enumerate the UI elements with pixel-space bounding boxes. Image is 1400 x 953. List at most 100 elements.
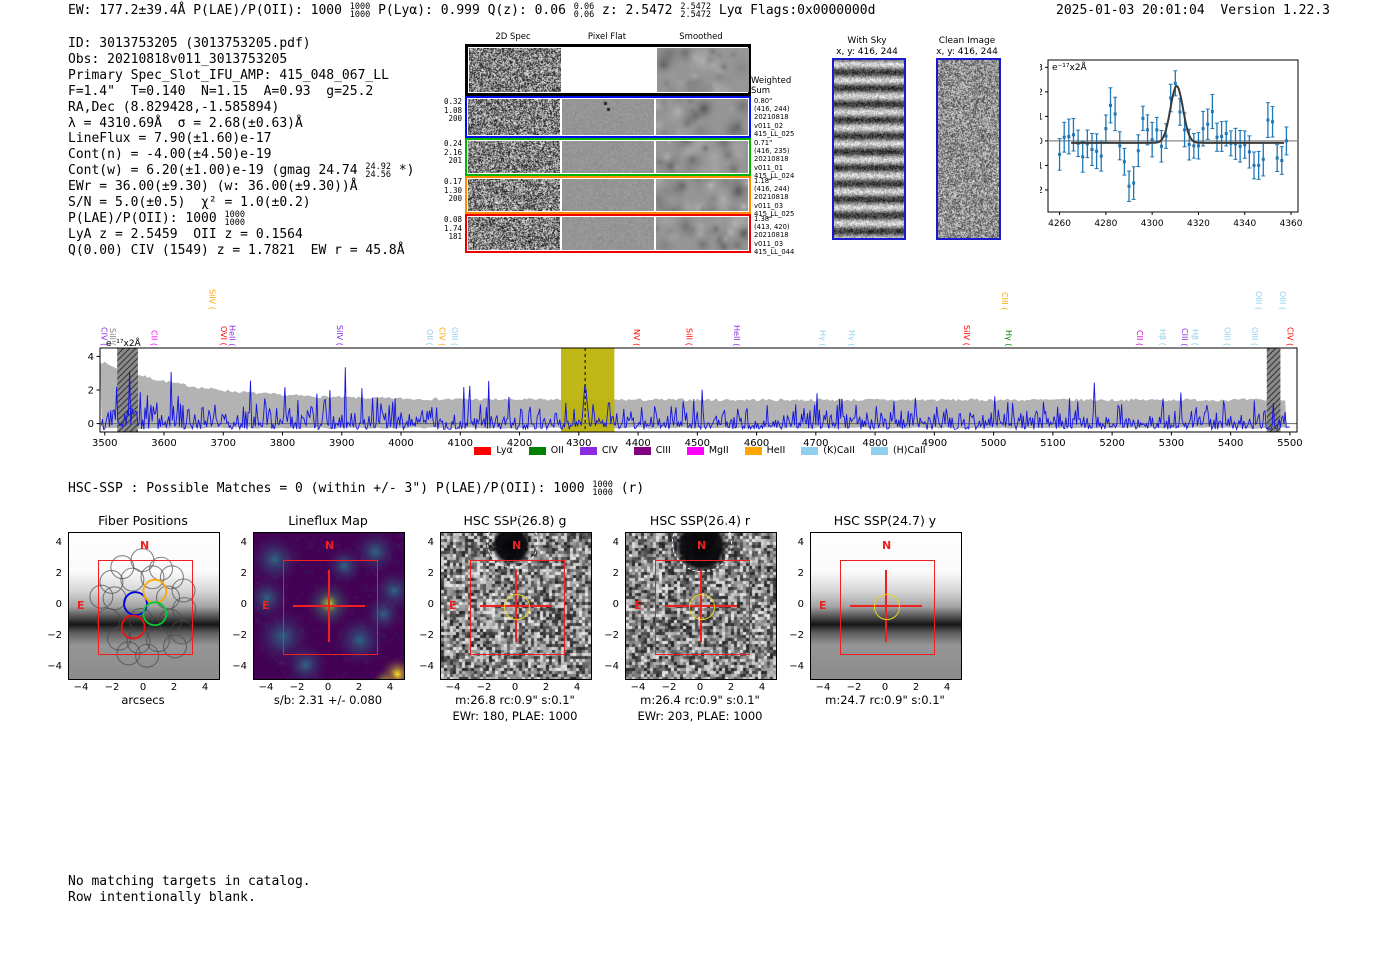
col-title-pixelflat: Pixel Flat [587, 32, 627, 42]
y-tick-label: 0 [797, 599, 804, 610]
y-tick-label: 4 [427, 536, 434, 548]
spec2d-row [465, 214, 751, 253]
weighted-sum-line1: Weighted [751, 76, 792, 86]
legend-item-kcaii: (K)CaII [801, 445, 855, 456]
cleanimage-coords: x, y: 416, 244 [936, 47, 998, 57]
col-title-2dspec: 2D Spec [495, 32, 531, 42]
svg-text:5400: 5400 [1218, 438, 1243, 448]
x-tick-label: 0 [511, 682, 519, 693]
y-tick-label: 0 [240, 599, 247, 610]
x-tick-label: −2 [104, 682, 120, 693]
header-spacer [1205, 3, 1221, 18]
spec2d-row-left-labels: 0.08 1.74 181 [443, 215, 462, 241]
panel-caption-y: m:24.7 rc:0.9" s:0.1" [825, 693, 945, 707]
east-label: E [262, 599, 270, 612]
header-datetime-version: 2025-01-03 20:01:04 Version 1.22.3 [1056, 3, 1330, 18]
panel-title-lineflux: Lineflux Map [288, 513, 368, 528]
info-line: S/N = 5.0(±0.5) χ² = 1.0(±0.2) [68, 195, 311, 211]
svg-text:0: 0 [1040, 137, 1043, 147]
x-tick-label: −4 [630, 682, 646, 693]
spec2d-cell-pixelflat [562, 141, 654, 173]
weighted-sum-line2: Sum [751, 86, 771, 96]
svg-text:5100: 5100 [1040, 438, 1065, 448]
svg-text:-2: -2 [1040, 186, 1043, 196]
header-stats: EW: 177.2±39.4Å P(LAE)/P(OII): 1000 1000… [68, 2, 876, 20]
x-tick-label: 0 [324, 682, 332, 693]
spec2d-cell-smoothed [657, 48, 749, 92]
crosshair-horizontal [293, 605, 365, 607]
svg-text:4300: 4300 [566, 438, 591, 448]
svg-text:5300: 5300 [1159, 438, 1184, 448]
x-tick-label: −2 [289, 682, 305, 693]
spectral-line-label-hβ: Hβ ( [1158, 329, 1168, 346]
legend-item-heii: HeII [744, 445, 785, 456]
cleanimage-header: Clean Image x, y: 416, 244 [912, 36, 1022, 58]
x-tick-label: 2 [912, 682, 920, 693]
spectral-line-label-heii: HeII ( [227, 324, 237, 346]
withsky-coords: x, y: 416, 244 [836, 47, 898, 57]
legend-item-ly: Lyα [474, 445, 513, 456]
spectral-line-label-civ: CIV ( [1285, 326, 1295, 346]
legend-swatch [474, 446, 492, 455]
spec2d-cell-pixelflat [562, 179, 654, 211]
y-tick-label: −4 [789, 661, 804, 673]
legend-label: Lyα [496, 445, 513, 456]
y-tick-label: 0 [55, 599, 62, 610]
legend-label: CIII [655, 445, 671, 456]
y-tick-label: 2 [797, 567, 804, 579]
detection-info-block: ID: 3013753205 (3013753205.pdf) Obs: 2021… [68, 36, 415, 259]
svg-text:4800: 4800 [862, 438, 887, 448]
svg-text:4700: 4700 [803, 438, 828, 448]
x-tick-label: 4 [758, 682, 766, 693]
aperture-box [97, 559, 193, 655]
target-circle [873, 593, 901, 621]
legend-swatch [744, 446, 762, 455]
panel-caption-lineflux: s/b: 2.31 +/- 0.080 [273, 693, 383, 707]
spec2d-row [465, 138, 751, 176]
north-label: N [697, 539, 707, 552]
y-tick-label: 4 [55, 536, 62, 548]
legend-item-ciii: CIII [633, 445, 671, 456]
spectral-line-label-siii: SiII ( [684, 328, 694, 346]
spectral-line-label-ciii: CIII ( [1180, 327, 1189, 346]
y-tick-label: 4 [240, 536, 247, 548]
legend-swatch [870, 446, 888, 455]
svg-text:4260: 4260 [1048, 219, 1071, 229]
spectral-line-label-oiii: OIII ( [449, 326, 459, 346]
svg-text:4280: 4280 [1094, 219, 1117, 229]
panel-title-fiber: Fiber Positions [98, 513, 188, 528]
report-version: Version 1.22.3 [1220, 3, 1330, 18]
svg-text:5200: 5200 [1099, 438, 1124, 448]
info-line: Cont(w) = 6.20(±1.00)e-19 (gmag 24.74 24… [68, 162, 415, 181]
info-line: EWr = 36.00(±9.30) (w: 36.00(±9.30))Å [68, 179, 358, 195]
spectral-line-label-siiv: SiIV ( [207, 289, 217, 310]
y-tick-label: −4 [604, 661, 619, 673]
north-label: N [882, 539, 892, 552]
spectral-line-label-civ: CIV ( [437, 326, 447, 346]
spectral-line-label-cii: CII ( [1134, 330, 1144, 346]
y-tick-label: −2 [47, 630, 62, 642]
spec2d-cell-2dspec [468, 141, 560, 173]
east-label: E [449, 599, 457, 612]
east-label: E [77, 599, 85, 612]
x-tick-label: −2 [661, 682, 677, 693]
svg-text:4200: 4200 [507, 438, 532, 448]
svg-text:4320: 4320 [1187, 219, 1210, 229]
spectral-line-label-siii: SiII ( [108, 328, 118, 346]
cleanimage-title: Clean Image [938, 36, 996, 46]
spec2d-row-right-labels: 1.18" (416, 244) 20210818 v011_03 415_LL_025 [754, 177, 795, 218]
spec2d-cell-pixelflat [562, 99, 654, 135]
svg-text:4000: 4000 [388, 438, 413, 448]
aperture-box [654, 559, 750, 655]
x-tick-label: −4 [73, 682, 89, 693]
spec2d-cell-2dspec [469, 48, 561, 92]
spec2d-cell-smoothed [656, 99, 748, 135]
x-tick-label: 2 [727, 682, 735, 693]
info-line: Obs: 20210818v011_3013753205 [68, 51, 288, 67]
y-tick-label: 0 [612, 599, 619, 610]
spectral-line-label-heii: HeII ( [732, 324, 742, 346]
svg-text:4: 4 [88, 352, 94, 363]
weighted-sum-label: Weighted Sum [751, 76, 791, 96]
